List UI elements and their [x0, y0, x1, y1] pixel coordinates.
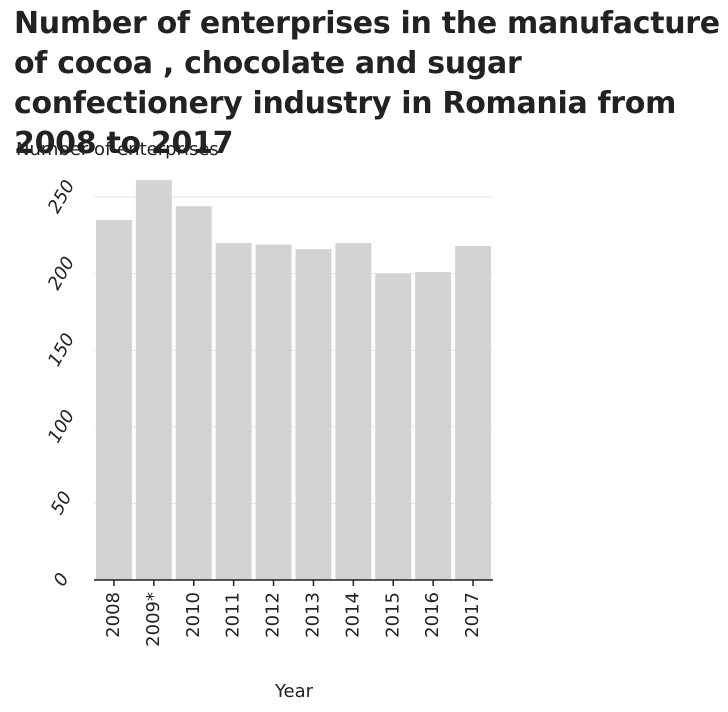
y-tick-labels: 0 50 100 150 200 250: [44, 177, 79, 590]
y-axis-title: Number of enterprises: [16, 139, 219, 160]
y-tick-label: 0: [50, 570, 74, 590]
bar-2009*: [135, 180, 172, 580]
x-tick-label: 2010: [183, 592, 204, 638]
x-tick-label: 2009*: [143, 592, 164, 647]
bar-2015: [375, 273, 412, 580]
y-tick-label: 250: [44, 177, 79, 217]
y-tick-label: 50: [47, 488, 77, 518]
x-tick-label: 2011: [223, 592, 244, 638]
x-tick-label: 2015: [382, 592, 403, 638]
bar-2017: [455, 246, 491, 581]
bars: [96, 180, 491, 581]
x-tick-label: 2016: [422, 592, 443, 638]
bar-2008: [96, 219, 132, 581]
x-tick-label: 2008: [103, 592, 124, 638]
bar-2013: [295, 249, 332, 580]
x-tick-label: 2013: [302, 592, 323, 638]
x-axis-title: Year: [274, 681, 314, 702]
y-tick-label: 200: [44, 253, 79, 293]
bar-2014: [335, 242, 372, 580]
x-tick-labels: 2008 2009* 2010 2011 2012 2013 2014 2015 2016 201…: [103, 592, 483, 647]
y-tick-label: 150: [44, 330, 79, 370]
axes: [94, 579, 493, 586]
bar-2016: [415, 272, 452, 580]
bar-2012: [255, 244, 292, 580]
x-tick-label: 2014: [342, 592, 363, 638]
x-tick-label: 2012: [263, 592, 284, 638]
y-tick-label: 100: [44, 406, 79, 446]
chart-title: Number of enterprises in the manufacture…: [14, 6, 720, 161]
x-tick-label: 2017: [462, 592, 483, 638]
bar-2010: [175, 206, 212, 580]
bar-2011: [215, 242, 252, 580]
